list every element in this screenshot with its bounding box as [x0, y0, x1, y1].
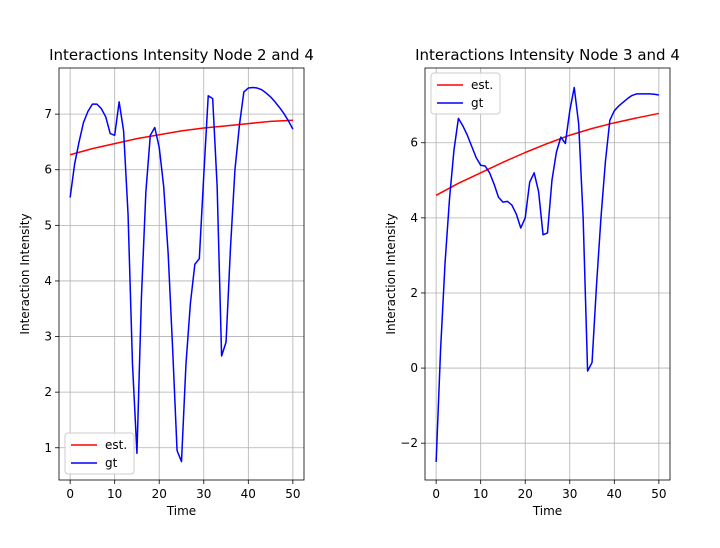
y-tick-label: 4	[410, 211, 418, 225]
chart-panel-node-3-and-4: 0 10 20 30 40 50 −2 0 2 4 6 Interactions Intensity …	[384, 46, 680, 518]
y-tick-label: 2	[44, 385, 52, 399]
x-tick-label: 40	[241, 487, 256, 501]
y-tick-label: 0	[410, 361, 418, 375]
x-tick-label: 0	[66, 487, 74, 501]
y-tick-label: 4	[44, 274, 52, 288]
x-tick-label: 50	[285, 487, 300, 501]
x-tick-label: 0	[432, 487, 440, 501]
legend: est. gt	[430, 72, 501, 115]
y-tick-label: 3	[44, 330, 52, 344]
x-tick-label: 30	[196, 487, 211, 501]
y-tick-label: 5	[44, 218, 52, 232]
y-tick-label: 6	[44, 163, 52, 177]
legend-label: est.	[105, 438, 127, 452]
y-tick-label: −2	[400, 436, 418, 450]
x-tick-label: 20	[518, 487, 533, 501]
y-axis-label: Interaction Intensity	[18, 213, 32, 334]
series-line-est	[435, 112, 660, 196]
chart-title: Interactions Intensity Node 3 and 4	[415, 46, 680, 64]
legend-label: gt	[105, 456, 118, 470]
chart-panel-node-2-and-4: 0 10 20 30 40 50 1 2 3 4 5 6 7 Interactions Intensity…	[18, 46, 314, 518]
series-line-est	[69, 119, 293, 156]
series-line-gt	[69, 86, 294, 463]
x-tick-label: 30	[562, 487, 577, 501]
x-axis-label: Time	[166, 504, 196, 518]
chart-title: Interactions Intensity Node 2 and 4	[49, 46, 314, 64]
y-tick-label: 2	[410, 286, 418, 300]
y-tick-label: 1	[44, 441, 52, 455]
x-tick-label: 10	[473, 487, 488, 501]
y-axis-label: Interaction Intensity	[384, 213, 398, 334]
x-tick-label: 50	[651, 487, 666, 501]
y-tick-label: 7	[44, 107, 52, 121]
x-tick-label: 10	[107, 487, 122, 501]
x-tick-label: 40	[607, 487, 622, 501]
legend: est. gt	[64, 432, 135, 475]
legend-label: gt	[471, 96, 484, 110]
axes-frame	[424, 67, 671, 481]
y-tick-label: 6	[410, 136, 418, 150]
legend-label: est.	[471, 78, 493, 92]
series-line-gt	[435, 86, 659, 462]
axes-frame	[58, 67, 305, 481]
x-axis-label: Time	[532, 504, 562, 518]
x-tick-label: 20	[152, 487, 167, 501]
